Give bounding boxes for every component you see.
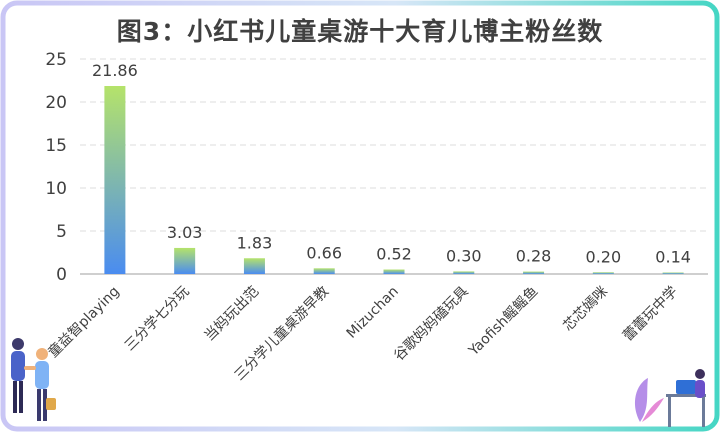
- bar: [104, 86, 126, 274]
- bar-value-label: 3.03: [167, 223, 203, 242]
- bar-value-label: 0.14: [655, 248, 691, 267]
- chart-title: 图3：小红书儿童桌游十大育儿博主粉丝数: [116, 17, 604, 46]
- x-category-label: 三分学七分玩: [122, 284, 193, 355]
- y-tick-label: 5: [56, 222, 67, 242]
- x-category-label: 蕾蕾玩中学: [620, 284, 681, 345]
- x-category-label: Yaofish鳐鳐鱼: [464, 283, 541, 360]
- bar-value-label: 1.83: [237, 233, 273, 252]
- y-tick-label: 25: [45, 50, 67, 70]
- bar: [383, 269, 405, 274]
- bar: [662, 272, 684, 274]
- bar-value-label: 0.52: [376, 245, 412, 264]
- bar-value-label: 0.66: [306, 243, 342, 262]
- bar: [523, 271, 545, 274]
- bar: [453, 271, 475, 274]
- bar-value-label: 0.20: [586, 247, 622, 266]
- y-tick-label: 0: [56, 265, 67, 285]
- y-tick-label: 15: [45, 136, 67, 156]
- bar: [174, 247, 196, 274]
- bar-value-label: 0.30: [446, 246, 482, 265]
- y-tick-label: 10: [45, 179, 67, 199]
- x-category-label: Mizuchan: [344, 284, 402, 342]
- person-at-laptop-illustration: [634, 369, 706, 427]
- bar: [313, 268, 335, 274]
- bar-value-label: 21.86: [92, 61, 138, 80]
- bar: [243, 258, 265, 274]
- bar: [592, 272, 614, 274]
- y-tick-label: 20: [45, 93, 67, 113]
- x-category-label: 谷歌妈妈磕玩具: [391, 284, 472, 365]
- bar-value-label: 0.28: [516, 247, 552, 266]
- business-people-handshake-illustration: [11, 338, 56, 421]
- x-category-label: 芯芯嫣咪: [560, 284, 611, 335]
- x-category-label: 当妈玩出范: [201, 283, 263, 345]
